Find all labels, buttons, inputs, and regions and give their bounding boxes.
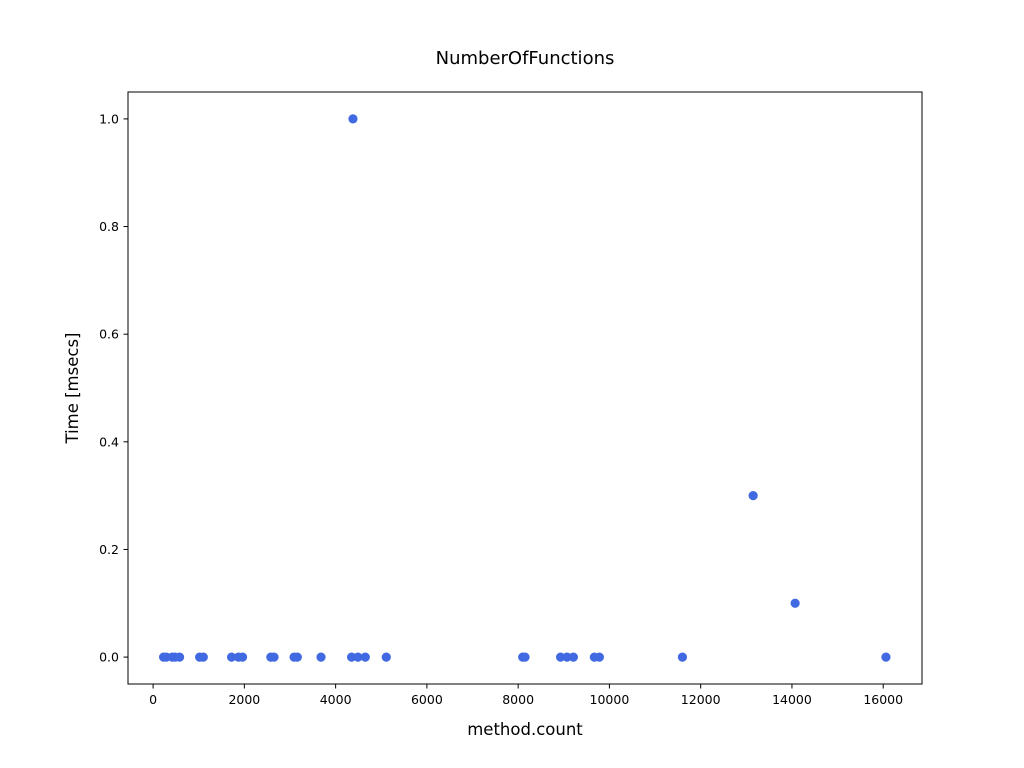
- data-point: [748, 491, 758, 501]
- x-tick-label: 12000: [681, 692, 721, 707]
- x-axis-label: method.count: [467, 720, 583, 739]
- data-point: [316, 652, 326, 662]
- x-tick-label: 2000: [228, 692, 260, 707]
- data-point: [360, 652, 370, 662]
- x-tick-label: 16000: [863, 692, 903, 707]
- plot-frame: [127, 91, 923, 685]
- plot-background: [128, 92, 922, 684]
- data-point: [568, 652, 578, 662]
- x-tick-label: 4000: [320, 692, 352, 707]
- y-tick-label: 0.6: [99, 327, 119, 342]
- y-tick-label: 0.2: [99, 542, 119, 557]
- chart-title: NumberOfFunctions: [436, 48, 615, 69]
- x-tick-label: 14000: [772, 692, 812, 707]
- data-point: [353, 652, 363, 662]
- data-point: [381, 652, 391, 662]
- data-point: [237, 652, 248, 662]
- y-axis-ticks: 0.0 0.2 0.4 0.6 0.8 1.0: [99, 111, 128, 665]
- data-points: [158, 114, 891, 662]
- y-tick-label: 0.4: [99, 434, 119, 449]
- data-point: [520, 652, 530, 662]
- y-tick-label: 1.0: [99, 111, 119, 126]
- x-tick-label: 10000: [590, 692, 630, 707]
- x-axis-ticks: 0 2000 4000 6000 8000 10000 12000 14000 16000: [149, 684, 903, 707]
- y-tick-label: 0.0: [99, 650, 119, 665]
- data-point: [594, 652, 604, 662]
- data-point: [881, 652, 891, 662]
- data-point: [562, 652, 572, 662]
- x-tick-label: 8000: [502, 692, 534, 707]
- data-point: [174, 652, 185, 662]
- x-tick-label: 0: [149, 692, 157, 707]
- data-point: [269, 652, 279, 662]
- x-tick-label: 6000: [411, 692, 443, 707]
- data-point: [346, 652, 357, 662]
- data-point: [555, 652, 566, 662]
- data-point: [292, 652, 302, 662]
- data-point: [198, 652, 208, 662]
- data-point: [348, 114, 358, 124]
- y-axis-label: Time [msecs]: [63, 333, 82, 445]
- plot-area: [128, 92, 922, 684]
- y-tick-label: 0.8: [99, 219, 119, 234]
- data-point: [677, 652, 688, 662]
- data-point: [790, 598, 800, 608]
- data-point: [226, 652, 237, 662]
